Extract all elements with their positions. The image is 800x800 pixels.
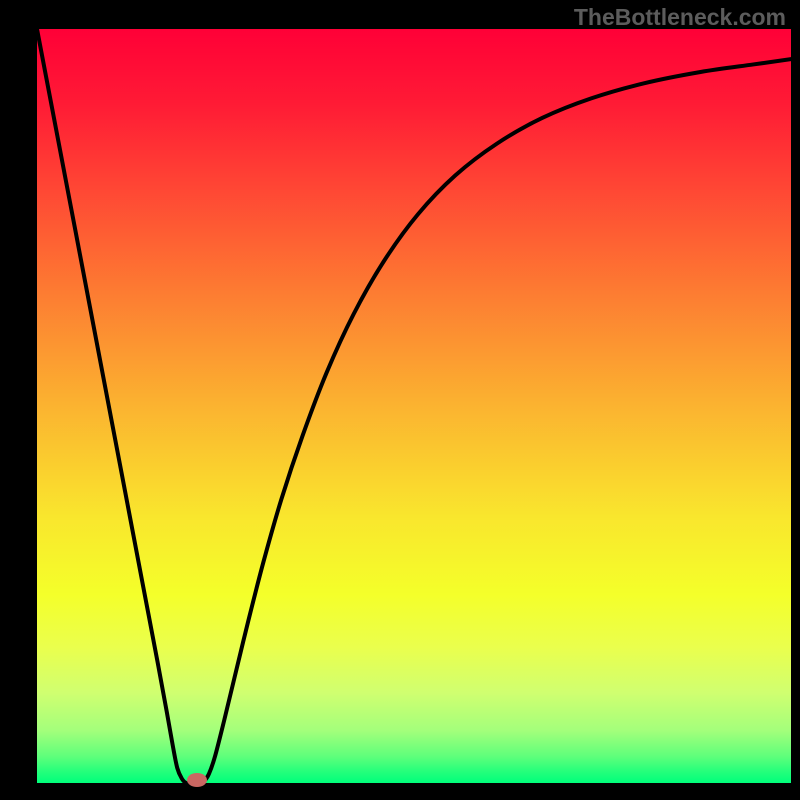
- optimum-marker: [187, 773, 207, 787]
- chart-frame: { "canvas": { "width": 800, "height": 80…: [0, 0, 800, 800]
- bottleneck-curve: [37, 29, 791, 783]
- watermark-text: TheBottleneck.com: [574, 4, 786, 31]
- plot-area: [37, 29, 791, 783]
